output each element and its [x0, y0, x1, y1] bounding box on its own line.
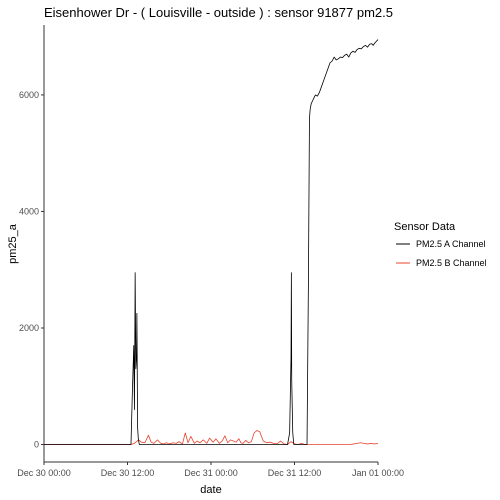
x-axis-ticks: Dec 30 00:00 Dec 30 12:00 Dec 31 00:00 Dec …	[17, 462, 404, 478]
x-tick-label: Jan 01 00:00	[352, 468, 404, 478]
x-tick-label: Dec 31 00:00	[184, 468, 238, 478]
plot-area	[44, 39, 379, 445]
y-axis-ticks: 0 2000 4000 6000	[19, 90, 44, 450]
legend-label: PM2.5 B Channel	[416, 258, 487, 268]
legend-entries: PM2.5 A Channel PM2.5 B Channel	[396, 239, 487, 268]
x-axis-title: date	[200, 484, 221, 496]
x-tick-label: Dec 30 12:00	[101, 468, 155, 478]
legend-label: PM2.5 A Channel	[416, 239, 486, 249]
series-line-a-channel	[44, 39, 379, 445]
x-tick-label: Dec 30 00:00	[17, 468, 71, 478]
legend: Sensor Data PM2.5 A Channel PM2.5 B Chann…	[394, 221, 487, 268]
series-line-b-channel	[44, 430, 379, 445]
y-tick-label: 0	[34, 440, 39, 450]
y-tick-label: 4000	[19, 206, 39, 216]
y-tick-label: 2000	[19, 323, 39, 333]
y-tick-label: 6000	[19, 90, 39, 100]
legend-title: Sensor Data	[394, 221, 456, 233]
y-axis-title: pm25_a	[7, 223, 19, 264]
x-tick-label: Dec 31 12:00	[268, 468, 322, 478]
chart-title: Eisenhower Dr - ( Louisville - outside )…	[44, 5, 393, 20]
